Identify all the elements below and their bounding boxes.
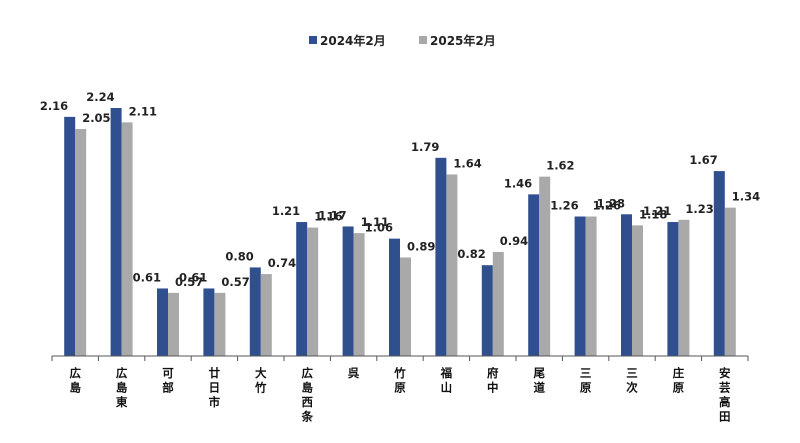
data-label-series-1: 1.21 (643, 204, 671, 218)
bar-series-1 (389, 238, 400, 356)
data-label-series-1: 0.82 (457, 247, 485, 261)
bar-series-1 (249, 267, 261, 356)
category-label: 府中 (487, 366, 499, 395)
bar-series-2 (168, 292, 179, 356)
bar-series-1 (528, 194, 540, 356)
data-label-series-2: 1.11 (361, 215, 389, 229)
data-label-series-1: 1.21 (272, 204, 300, 218)
bar-series-2 (724, 207, 736, 356)
data-label-series-1: 1.79 (411, 140, 439, 154)
data-label-series-2: 1.23 (685, 202, 713, 216)
data-label-series-1: 0.80 (225, 249, 253, 263)
bar-series-2 (307, 227, 319, 356)
data-label-series-1: 1.46 (504, 176, 532, 190)
bar-series-2 (678, 219, 690, 356)
value-labels-group: 2.162.052.242.110.61 0.570.61 0.570.80 0.74… (40, 90, 760, 289)
category-label: 廿日市 (209, 366, 221, 409)
legend-label: 2024年2月 (320, 33, 386, 48)
bar-series-2 (121, 122, 133, 357)
bar-series-2 (446, 174, 458, 356)
bar-series-1 (296, 222, 308, 356)
category-label: 安芸高田 (719, 366, 731, 424)
category-label: 大竹 (254, 366, 267, 395)
bar-series-1 (110, 108, 122, 356)
category-label: 可部 (162, 366, 174, 395)
data-label-series-1: 1.67 (689, 153, 717, 167)
data-label-series-2: 2.05 (82, 111, 110, 125)
data-label-series-2: 1.26 (593, 199, 621, 213)
bar-series-2 (260, 274, 272, 356)
data-label-series-1: 1.26 (550, 199, 578, 213)
category-label: 広島 (69, 366, 81, 395)
data-label-series-2: 2.11 (129, 104, 157, 118)
category-label: 広島西条 (300, 366, 313, 424)
legend-swatch (419, 36, 427, 44)
data-label-series-2: 0.89 (407, 239, 435, 253)
data-label-series-2: 1.18 (639, 207, 667, 221)
bar-series-1 (621, 214, 632, 356)
data-label-series-1: 0.61 (179, 270, 207, 284)
category-label: 広島東 (116, 366, 128, 409)
data-label-series-1: 1.28 (597, 196, 625, 210)
bar-series-2 (585, 216, 597, 356)
data-label-series-2: 1.16 (314, 210, 342, 224)
data-label-series-2: 0.94 (500, 234, 528, 248)
data-label-series-1: 1.06 (365, 221, 393, 235)
category-label: 三次 (626, 366, 638, 395)
bar-series-1 (342, 226, 354, 356)
bar-series-2 (353, 233, 365, 356)
bar-series-2 (214, 292, 226, 356)
bar-series-1 (481, 265, 493, 356)
data-label-series-2: 0.57 (175, 275, 203, 289)
data-label-series-1: 2.24 (86, 90, 114, 104)
data-label-series-2: 0.57 (221, 275, 249, 289)
category-label: 尾道 (532, 366, 545, 395)
legend: 2024年2月 2025年2月 (309, 33, 496, 48)
bar-series-2 (632, 225, 643, 356)
bar-series-1 (435, 157, 447, 356)
data-label-series-2: 1.64 (453, 156, 481, 170)
category-label: 庄原 (673, 366, 685, 395)
data-label-series-2: 1.62 (546, 159, 574, 173)
bar-series-2 (492, 251, 504, 356)
bar-series-1 (713, 171, 725, 356)
legend-swatch (309, 36, 317, 44)
category-label: 呉 (348, 366, 360, 380)
bar-series-1 (64, 116, 76, 356)
bar-series-2 (539, 176, 551, 356)
bar-series-1 (667, 222, 679, 356)
data-label-series-1: 1.17 (318, 208, 346, 222)
category-label: 福山 (440, 366, 453, 395)
bars-group (64, 108, 736, 357)
x-ticks-group (51, 356, 749, 361)
data-label-series-2: 1.34 (732, 190, 760, 204)
category-labels-group: 広島 広島東 可部 廿日市 大竹 広島西条 呉 竹原 福山 府中 尾道 三原 三次 庄原 安芸高田 (69, 366, 731, 424)
data-label-series-2: 0.74 (268, 256, 296, 270)
data-label-series-1: 2.16 (40, 99, 68, 113)
bar-series-1 (157, 288, 168, 356)
category-label: 三原 (580, 366, 592, 395)
category-label: 竹原 (393, 366, 406, 395)
legend-label: 2025年2月 (430, 33, 496, 48)
data-label-series-1: 0.61 (133, 270, 161, 284)
bar-series-1 (203, 288, 215, 356)
bar-series-1 (574, 216, 586, 356)
bar-series-2 (75, 129, 87, 356)
bar-series-2 (400, 257, 411, 356)
